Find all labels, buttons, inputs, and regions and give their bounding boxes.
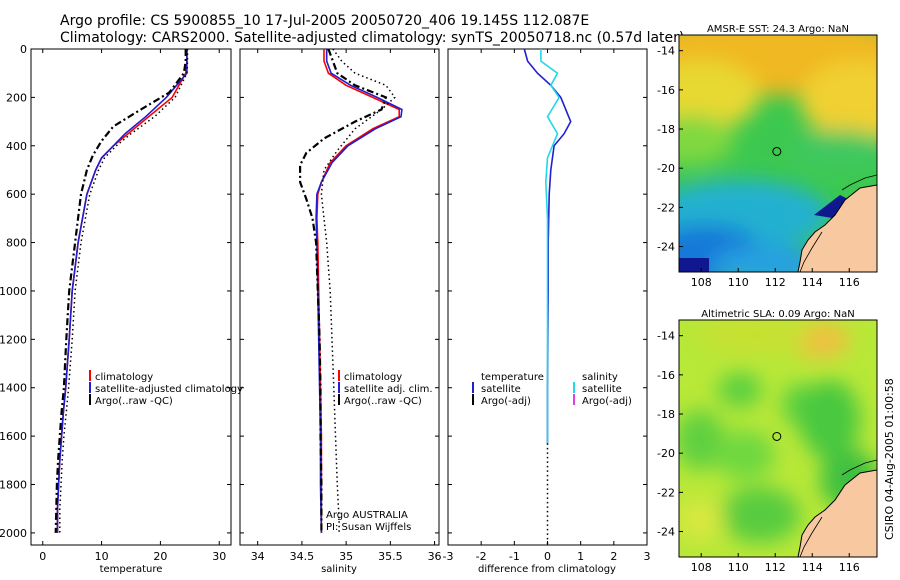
temperature-plot: 0 10 20 30 0 200 400 600 800 1000 1200 1400 1600 1800… bbox=[0, 43, 231, 563]
difference-series-salinity-satellite bbox=[540, 49, 561, 444]
y-tick-label: 0 bbox=[20, 43, 27, 56]
salinity-legend: climatology satellite adj. clim. Argo(..… bbox=[338, 370, 433, 407]
salinity-series-satellite-adj-clim bbox=[315, 49, 403, 533]
map-y-tick-label: -18 bbox=[657, 408, 675, 421]
sla-map-frame bbox=[678, 319, 878, 558]
x-tick-label: 3 bbox=[644, 550, 651, 563]
sst-map-title: AMSR-E SST: 24.3 Argo: NaN bbox=[707, 24, 849, 35]
legend-label-satellite: satellite-adjusted climatology bbox=[95, 384, 243, 395]
salinity-xlabel: salinity bbox=[321, 564, 357, 575]
x-tick-label: 0 bbox=[39, 550, 46, 563]
salinity-plot: 34 34.5 35 35.5 36 bbox=[240, 48, 442, 563]
y-tick-label: 800 bbox=[6, 237, 27, 250]
title-line-1: Argo profile: CS 5900855_10 17-Jul-2005 … bbox=[60, 13, 589, 29]
x-tick-label: 36 bbox=[428, 550, 442, 563]
y-tick-label: 1400 bbox=[0, 382, 27, 395]
map-x-tick-label: 116 bbox=[839, 561, 860, 574]
y-tick-label: 2000 bbox=[0, 527, 27, 540]
y-tick-label: 1800 bbox=[0, 479, 27, 492]
x-tick-label: 1 bbox=[577, 550, 584, 563]
map-y-tick-label: -20 bbox=[657, 447, 675, 460]
map-x-tick-label: 110 bbox=[728, 561, 749, 574]
map-y-tick-label: -14 bbox=[657, 330, 675, 343]
title-line-2: Climatology: CARS2000. Satellite-adjuste… bbox=[60, 30, 684, 46]
legend-label-sal-argo: Argo(-adj) bbox=[582, 396, 632, 407]
sla-map-axes: 108 110 112 114 116 -14 -16 -18 -20 -22 -24 bbox=[657, 330, 860, 574]
x-tick-label: 34 bbox=[251, 550, 265, 563]
temperature-series-argo-raw-qc bbox=[54, 49, 187, 533]
map-x-tick-label: 114 bbox=[802, 561, 823, 574]
legend-label-argo: Argo(..raw -QC) bbox=[95, 396, 173, 407]
map-y-tick-label: -16 bbox=[657, 84, 675, 97]
salinity-panel-frame bbox=[239, 48, 440, 546]
map-y-tick-label: -22 bbox=[657, 201, 675, 214]
map-y-tick-label: -24 bbox=[657, 526, 675, 539]
map-x-tick-label: 116 bbox=[839, 276, 860, 289]
legend-label-temp-satellite: satellite bbox=[481, 384, 521, 395]
sst-map-axes: 108 110 112 114 116 -14 -16 -18 -20 -22 -24 bbox=[657, 45, 860, 289]
legend-heading-salinity: salinity bbox=[582, 372, 618, 383]
temperature-panel-frame bbox=[30, 48, 232, 546]
x-tick-label: 35 bbox=[339, 550, 353, 563]
legend-heading-temperature: temperature bbox=[481, 372, 544, 383]
difference-legend: temperature satellite Argo(-adj) salinit… bbox=[472, 372, 632, 407]
salinity-series-dotted bbox=[320, 48, 396, 533]
legend-label-sal-satellite: satellite bbox=[582, 384, 622, 395]
argo-position-marker bbox=[772, 146, 782, 156]
sla-map-title: Altimetric SLA: 0.09 Argo: NaN bbox=[701, 309, 854, 320]
legend-label-temp-argo: Argo(-adj) bbox=[481, 396, 531, 407]
legend-label-argo: Argo(..raw -QC) bbox=[344, 396, 422, 407]
map-x-tick-label: 114 bbox=[802, 276, 823, 289]
x-tick-label: -3 bbox=[443, 550, 454, 563]
map-x-tick-label: 108 bbox=[691, 276, 712, 289]
map-x-tick-label: 110 bbox=[728, 276, 749, 289]
legend-label-climatology: climatology bbox=[344, 372, 402, 383]
map-y-tick-label: -18 bbox=[657, 123, 675, 136]
map-x-tick-label: 112 bbox=[765, 561, 786, 574]
salinity-annotation-line-2: PI: Susan Wijffels bbox=[326, 522, 411, 533]
map-y-tick-label: -22 bbox=[657, 486, 675, 499]
sla-map-image bbox=[679, 320, 877, 557]
y-tick-label: 1000 bbox=[0, 285, 27, 298]
sst-map-image bbox=[679, 35, 877, 272]
sst-map-frame bbox=[678, 34, 878, 273]
map-y-tick-label: -16 bbox=[657, 369, 675, 382]
temperature-legend: climatology satellite-adjusted climatolo… bbox=[89, 370, 243, 407]
x-tick-label: 10 bbox=[95, 550, 109, 563]
temperature-series-satellite-adjusted-climatology bbox=[56, 49, 188, 533]
difference-plot: -3 -2 -1 0 1 2 3 bbox=[443, 48, 651, 563]
salinity-series-argo-raw-qc bbox=[299, 48, 388, 533]
map-y-tick-label: -20 bbox=[657, 162, 675, 175]
temperature-series-climatology bbox=[56, 49, 188, 533]
salinity-series-climatology bbox=[316, 49, 401, 533]
argo-position-marker bbox=[772, 431, 782, 441]
legend-label-satellite: satellite adj. clim. bbox=[344, 384, 433, 395]
x-tick-label: 20 bbox=[153, 550, 167, 563]
y-tick-label: 1200 bbox=[0, 333, 27, 346]
x-tick-label: 34.5 bbox=[290, 550, 315, 563]
y-tick-label: 1600 bbox=[0, 430, 27, 443]
x-tick-label: 0 bbox=[544, 550, 551, 563]
y-tick-label: 600 bbox=[6, 188, 27, 201]
side-timestamp: CSIRO 04-Aug-2005 01:00:58 bbox=[883, 378, 896, 540]
map-y-tick-label: -24 bbox=[657, 241, 675, 254]
map-y-tick-label: -14 bbox=[657, 45, 675, 58]
x-tick-label: -2 bbox=[476, 550, 487, 563]
x-tick-label: 2 bbox=[610, 550, 617, 563]
x-tick-label: -1 bbox=[509, 550, 520, 563]
difference-xlabel: difference from climatology bbox=[478, 564, 616, 575]
x-tick-label: 35.5 bbox=[378, 550, 403, 563]
temperature-xlabel: temperature bbox=[100, 564, 163, 575]
salinity-annotation-line-1: Argo AUSTRALIA bbox=[326, 510, 408, 521]
map-x-tick-label: 112 bbox=[765, 276, 786, 289]
legend-label-climatology: climatology bbox=[95, 372, 153, 383]
map-x-tick-label: 108 bbox=[691, 561, 712, 574]
x-tick-label: 30 bbox=[212, 550, 226, 563]
temperature-series-dotted bbox=[59, 49, 189, 533]
y-tick-label: 400 bbox=[6, 140, 27, 153]
y-tick-label: 200 bbox=[6, 91, 27, 104]
